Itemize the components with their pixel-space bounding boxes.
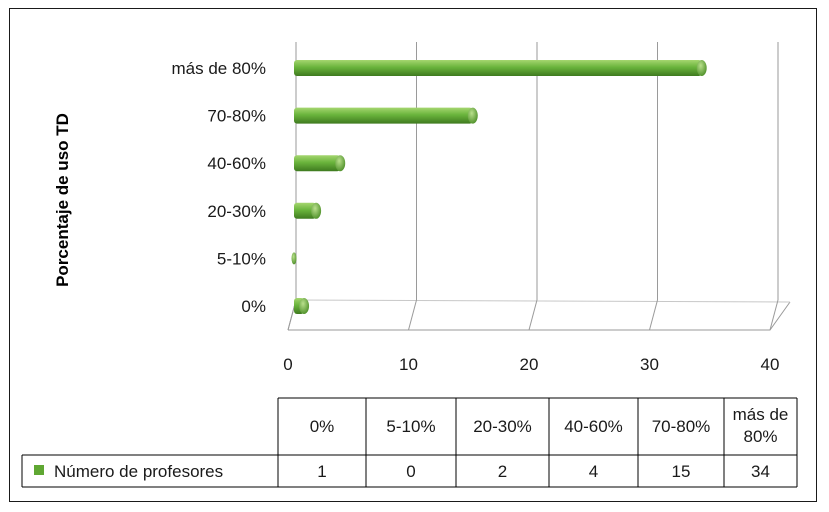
plot-walls [287, 42, 791, 331]
table-value-cell: 2 [498, 462, 507, 481]
table-header-cell: 5-10% [386, 417, 435, 436]
x-tick-label: 40 [761, 355, 780, 374]
x-tick-label: 10 [399, 355, 418, 374]
y-tick-label: 5-10% [217, 249, 266, 268]
gridline-floor [649, 299, 658, 331]
legend-key [34, 465, 44, 475]
y-tick-label: 20-30% [207, 202, 266, 221]
x-tick-label: 30 [640, 355, 659, 374]
table-value-cell: 0 [406, 462, 415, 481]
gridlines [287, 42, 779, 331]
gridline-floor [769, 299, 779, 331]
gridline-floor [408, 299, 417, 331]
y-tick-label: 0% [241, 297, 266, 316]
bar-cap [467, 107, 478, 124]
bar-cap [696, 60, 707, 76]
y-axis-label: Porcentaje de uso TD [53, 113, 72, 287]
table-header-cell: 20-30% [473, 417, 532, 436]
table-value-cell: 15 [672, 462, 691, 481]
y-tick-label: 40-60% [207, 154, 266, 173]
table-header-cell: 80% [743, 427, 777, 446]
table-header-cell: 70-80% [652, 417, 711, 436]
table-value-cell: 4 [589, 462, 598, 481]
legend-series-name: Número de profesores [54, 462, 223, 481]
bars [291, 60, 707, 314]
table-value-cell: 1 [317, 462, 326, 481]
y-tick-label: 70-80% [207, 107, 266, 126]
bar-cap [335, 155, 346, 172]
y-tick-label: más de 80% [172, 59, 267, 78]
floor-edge [288, 301, 791, 331]
table-header-cell: 40-60% [564, 417, 623, 436]
bar [291, 252, 297, 265]
bar [294, 60, 702, 76]
bar [294, 155, 341, 172]
chart-frame [9, 8, 817, 502]
x-tick-label: 20 [520, 355, 539, 374]
bar [294, 202, 317, 219]
bar [294, 107, 473, 124]
table-header-cell: 0% [310, 417, 335, 436]
bar-cap [299, 298, 310, 314]
x-tick-label: 0 [283, 355, 292, 374]
table-value-cell: 34 [751, 462, 770, 481]
side-wall [287, 42, 297, 331]
bar-cap [311, 202, 322, 219]
gridline-floor [528, 299, 538, 331]
table-header-cell: más de [733, 405, 789, 424]
tick-labels: 0 10 20 30 40 más de 80% 70-80% 40-60% 20-30% 5-1… [172, 59, 780, 374]
data-table: 0% 5-10% 20-30% 40-60% 70-80% más de 80% Número… [21, 397, 798, 488]
floor-back-edge [295, 299, 791, 303]
